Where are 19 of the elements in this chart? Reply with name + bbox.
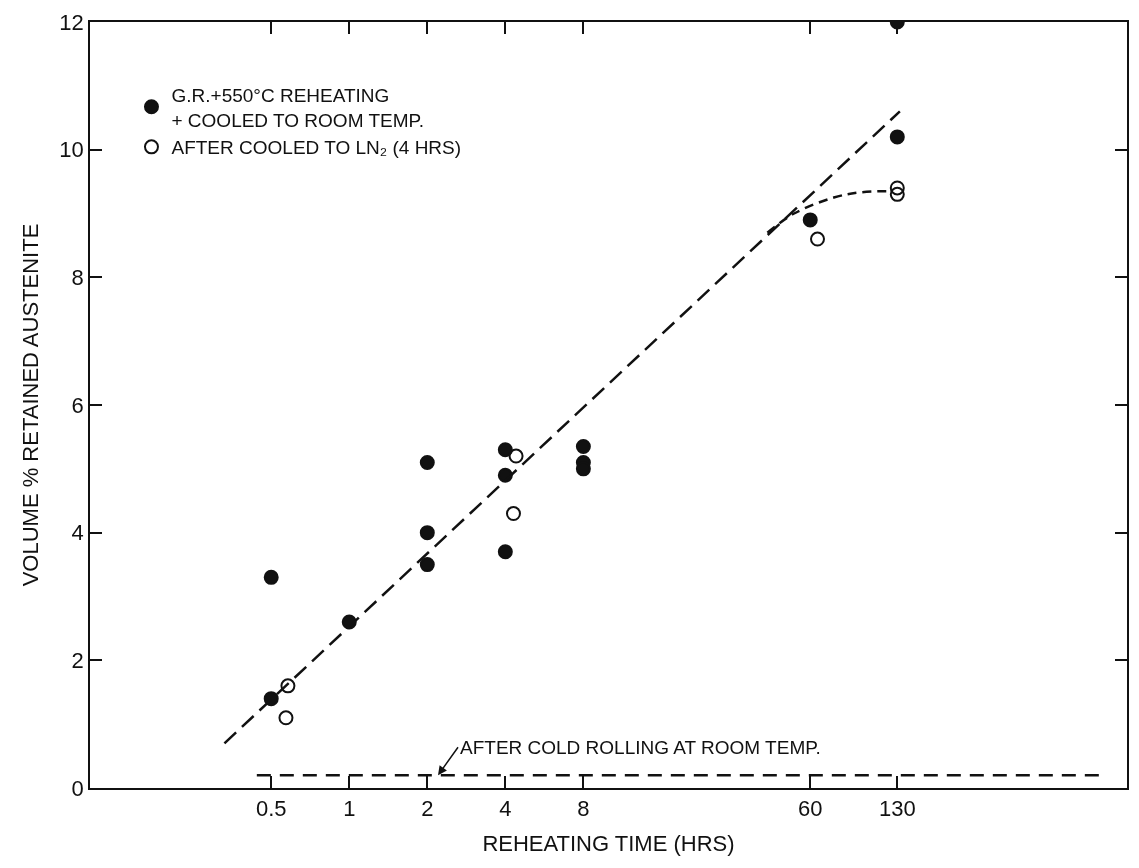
y-tick-label: 8: [71, 265, 84, 291]
y-tick-label: 10: [59, 137, 84, 163]
x-tick-label: 0.5: [255, 796, 287, 822]
y-tick-label: 2: [71, 648, 84, 674]
y-tick-label: 0: [71, 775, 84, 801]
x-tick-label: 1: [343, 796, 356, 822]
y-axis-title: VOLUME % RETAINED AUSTENITE: [17, 223, 43, 587]
y-tick-label: 12: [59, 9, 84, 35]
legend-label: G.R.+550°C REHEATING + COOLED TO ROOM TEMP.: [171, 84, 425, 131]
x-tick-label: 8: [577, 796, 590, 822]
x-axis-title: REHEATING TIME (HRS): [482, 830, 735, 856]
y-tick-label: 4: [71, 520, 84, 546]
y-tick-label: 6: [71, 392, 84, 418]
legend-label: AFTER COOLED TO LN₂ (4 HRS): [171, 137, 462, 159]
x-tick-label: 2: [421, 796, 434, 822]
x-tick-label: 130: [878, 796, 916, 822]
annotation: AFTER COLD ROLLING AT ROOM TEMP.: [460, 737, 821, 758]
x-tick-label: 4: [499, 796, 512, 822]
x-tick-label: 60: [798, 796, 823, 822]
